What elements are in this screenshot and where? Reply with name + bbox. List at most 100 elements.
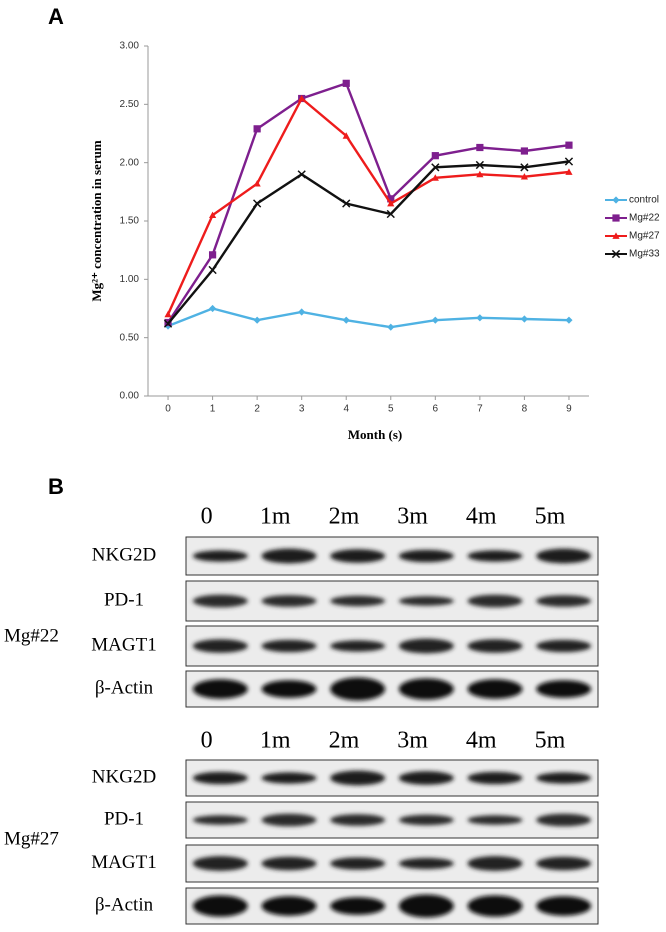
row-label: PD-1 (104, 808, 144, 829)
marker (565, 316, 573, 324)
band (536, 548, 592, 564)
band (467, 856, 523, 871)
blot-box (185, 801, 599, 839)
marker (520, 147, 529, 155)
marker (298, 308, 306, 316)
lane-label: 5m (535, 504, 566, 530)
row-label: β-Actin (95, 677, 154, 698)
band (192, 771, 248, 785)
band (192, 594, 248, 608)
band (398, 549, 454, 563)
band (536, 896, 592, 916)
lane-label: 5m (535, 728, 566, 754)
series-line (167, 160, 570, 325)
x-tick-label: 7 (477, 404, 483, 415)
legend-marker (611, 249, 621, 259)
legend-marker (612, 196, 620, 204)
marker (564, 157, 574, 166)
band (261, 639, 317, 653)
band (192, 895, 248, 917)
marker (208, 304, 217, 313)
row-label: NKG2D (92, 766, 156, 787)
band (536, 595, 592, 607)
band (261, 856, 317, 871)
band (261, 896, 317, 916)
band (261, 772, 317, 784)
lane-label: 3m (397, 504, 428, 530)
x-tick-label: 8 (522, 404, 528, 415)
y-tick-label: 2.00 (120, 157, 140, 168)
lane-label: 2m (329, 504, 360, 530)
band (192, 679, 248, 699)
group-label: Mg#27 (4, 828, 59, 849)
band (467, 679, 523, 699)
legend-label: Mg#27 (629, 231, 660, 242)
row-label: β-Actin (95, 894, 154, 915)
band (398, 596, 454, 606)
series-line (167, 81, 570, 324)
band (398, 771, 454, 785)
lane-label: 4m (466, 504, 497, 530)
marker (386, 209, 395, 219)
marker (253, 316, 261, 324)
series-line (167, 307, 569, 329)
band (330, 549, 386, 563)
band (330, 677, 386, 701)
marker (387, 199, 395, 207)
blot-box (185, 625, 599, 667)
marker (208, 251, 217, 259)
x-tick-label: 0 (165, 404, 171, 415)
marker (475, 160, 484, 170)
band (536, 813, 592, 827)
band (398, 678, 454, 700)
y-tick-label: 1.00 (120, 274, 140, 285)
marker (342, 79, 350, 87)
band (536, 856, 592, 871)
x-tick-label: 3 (299, 404, 305, 415)
marker (342, 316, 350, 324)
band (467, 815, 523, 825)
blot-box (185, 536, 599, 576)
row-label: MAGT1 (91, 852, 156, 873)
marker (164, 310, 172, 318)
lane-label: 2m (329, 728, 360, 754)
x-tick-label: 9 (566, 404, 572, 415)
lane-label: 0 (201, 728, 213, 754)
lane-label: 4m (466, 728, 497, 754)
blot-box (185, 759, 599, 797)
blot-box (185, 670, 599, 708)
marker (520, 315, 529, 323)
band (467, 594, 523, 608)
x-tick-label: 6 (433, 404, 439, 415)
lane-label: 1m (260, 728, 291, 754)
group-label: Mg#22 (4, 625, 59, 646)
band (192, 815, 248, 825)
row-label: MAGT1 (91, 634, 156, 655)
band (398, 814, 454, 826)
lane-label: 1m (260, 504, 291, 530)
marker (387, 195, 395, 203)
marker (342, 199, 351, 208)
marker (565, 168, 573, 175)
band (467, 771, 523, 785)
marker (520, 173, 529, 180)
legend-marker (612, 214, 620, 222)
band (398, 857, 454, 870)
marker (476, 143, 484, 152)
blot-box (185, 844, 599, 883)
band (192, 639, 248, 653)
y-tick-label: 2.50 (120, 99, 140, 110)
marker (476, 170, 484, 178)
band (330, 857, 386, 870)
band (398, 894, 454, 918)
band (330, 897, 386, 915)
marker (253, 125, 261, 133)
x-tick-label: 1 (210, 404, 216, 415)
row-label: NKG2D (92, 544, 156, 565)
marker (297, 170, 306, 179)
y-axis-label: Mg²⁺ concentration in serum (89, 140, 104, 301)
band (261, 548, 317, 564)
band (330, 814, 386, 826)
band (192, 856, 248, 871)
